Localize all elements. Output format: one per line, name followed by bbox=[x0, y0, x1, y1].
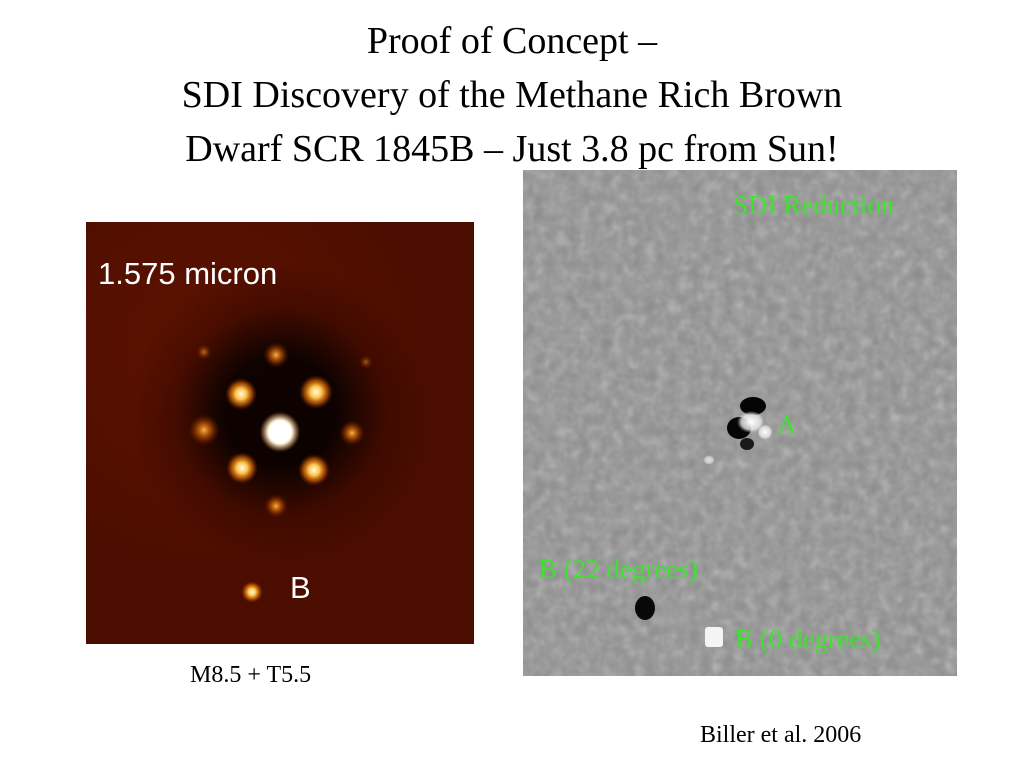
residual-dark-blob bbox=[740, 438, 754, 450]
speckle-pattern bbox=[188, 342, 373, 603]
residual-dark-blob bbox=[740, 397, 766, 415]
residual-bright-blob bbox=[703, 455, 715, 465]
speckle-spot bbox=[299, 375, 333, 409]
companion-b-dark-blob bbox=[635, 596, 655, 620]
noise-texture bbox=[523, 170, 957, 676]
speckle-spot bbox=[225, 378, 257, 410]
speckle-spot bbox=[298, 454, 330, 486]
primary-a-label: A bbox=[777, 410, 797, 440]
speckle-spot bbox=[359, 355, 373, 369]
companion-b-0-degrees-label: B (0 degrees) bbox=[735, 624, 881, 654]
sdi-reduction-label: SDI Reduction bbox=[733, 190, 895, 220]
speckle-spot bbox=[339, 420, 365, 446]
primary-star-peak bbox=[269, 421, 291, 443]
speckle-spot bbox=[188, 414, 220, 446]
companion-b-label: B bbox=[290, 570, 311, 605]
title-line-2: SDI Discovery of the Methane Rich Brown bbox=[181, 74, 843, 116]
residual-bright-blob bbox=[757, 424, 773, 440]
companion-b-bright-blob bbox=[705, 627, 723, 647]
citation: Biller et al. 2006 bbox=[700, 722, 862, 748]
speckle-spot bbox=[264, 494, 288, 518]
companion-b-spot bbox=[241, 581, 263, 603]
sdi-reduction-image: SDI Reduction A B (22 degrees) B (0 degr… bbox=[523, 170, 957, 676]
title-line-3: Dwarf SCR 1845B – Just 3.8 pc from Sun! bbox=[185, 128, 839, 170]
companion-b-22-degrees-label: B (22 degrees) bbox=[539, 554, 698, 584]
wavelength-label: 1.575 micron bbox=[98, 256, 278, 291]
title-line-1: Proof of Concept – bbox=[366, 20, 658, 62]
speckle-spot bbox=[196, 344, 212, 360]
slide-title: Proof of Concept – SDI Discovery of the … bbox=[0, 14, 1024, 176]
spectral-type-caption: M8.5 + T5.5 bbox=[190, 662, 312, 688]
speckle-spot bbox=[263, 342, 289, 368]
narrowband-image: 1.575 micron B bbox=[86, 222, 474, 644]
speckle-spot bbox=[226, 452, 258, 484]
residual-bright-blob bbox=[737, 411, 765, 433]
